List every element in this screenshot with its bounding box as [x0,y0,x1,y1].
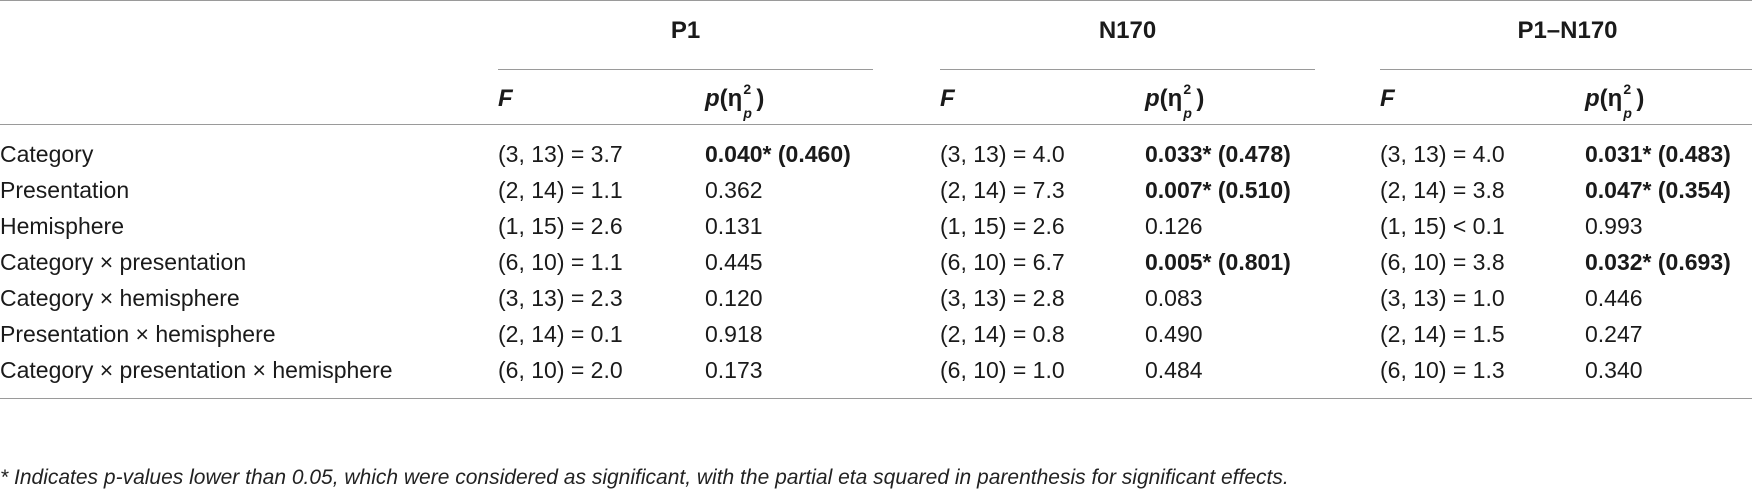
cell-p: 0.247 [1585,321,1643,347]
row-label: Category [0,141,94,167]
cell-p: 0.120 [705,285,763,311]
group-underline-2 [1380,69,1752,70]
cell-f: (6, 10) = 1.1 [498,249,623,275]
row-label: Category × presentation [0,249,247,275]
col-header-f-1: F [940,85,955,112]
col-header-f-2: F [1380,85,1395,112]
p-symbol: p [705,85,720,112]
cell-f: (3, 13) = 2.8 [940,285,1065,311]
cell-p: 0.993 [1585,213,1643,239]
cell-f: (2, 14) = 7.3 [940,177,1065,203]
cell-p: 0.031* (0.483) [1585,141,1731,167]
cell-f: (6, 10) = 6.7 [940,249,1065,275]
cell-p: 0.083 [1145,285,1203,311]
header-bottom-rule [0,124,1752,125]
cell-f: (1, 15) = 2.6 [940,213,1065,239]
col-header-p-2: p(η 2 p) [1585,81,1645,121]
cell-f: (3, 13) = 4.0 [1380,141,1505,167]
cell-f: (6, 10) = 2.0 [498,357,623,383]
cell-p: 0.005* (0.801) [1145,249,1291,275]
cell-p: 0.445 [705,249,763,275]
cell-p: 0.340 [1585,357,1643,383]
cell-p: 0.047* (0.354) [1585,177,1731,203]
p-symbol: p [1145,85,1160,112]
row-label: Presentation × hemisphere [0,321,276,347]
table-footnote: * Indicates p-values lower than 0.05, wh… [0,466,1289,489]
group-underline-1 [940,69,1315,70]
cell-f: (3, 13) = 4.0 [940,141,1065,167]
group-header-2: P1–N170 [1517,17,1618,44]
table-bottom-rule [0,398,1752,399]
cell-f: (6, 10) = 3.8 [1380,249,1505,275]
cell-p: 0.918 [705,321,763,347]
row-label: Category × hemisphere [0,285,240,311]
cell-p: 0.484 [1145,357,1203,383]
cell-p: 0.040* (0.460) [705,141,851,167]
row-label: Category × presentation × hemisphere [0,357,393,383]
cell-p: 0.173 [705,357,763,383]
row-label: Presentation [0,177,130,203]
cell-p: 0.131 [705,213,763,239]
cell-f: (2, 14) = 0.8 [940,321,1065,347]
col-header-p-1: p(η 2 p) [1145,81,1205,121]
cell-f: (1, 15) < 0.1 [1380,213,1505,239]
cell-f: (2, 14) = 1.1 [498,177,623,203]
cell-p: 0.446 [1585,285,1643,311]
cell-p: 0.032* (0.693) [1585,249,1731,275]
top-rule [0,0,1752,1]
cell-p: 0.490 [1145,321,1203,347]
cell-p: 0.126 [1145,213,1203,239]
cell-f: (6, 10) = 1.3 [1380,357,1505,383]
cell-p: 0.362 [705,177,763,203]
cell-f: (6, 10) = 1.0 [940,357,1065,383]
group-header-0: P1 [670,17,701,44]
cell-f: (3, 13) = 3.7 [498,141,623,167]
cell-f: (2, 14) = 0.1 [498,321,623,347]
col-header-f-0: F [498,85,513,112]
cell-f: (3, 13) = 1.0 [1380,285,1505,311]
cell-p: 0.033* (0.478) [1145,141,1291,167]
row-label: Hemisphere [0,213,124,239]
cell-f: (2, 14) = 3.8 [1380,177,1505,203]
cell-f: (3, 13) = 2.3 [498,285,623,311]
col-header-p-0: p(η 2 p) [705,81,765,121]
cell-f: (1, 15) = 2.6 [498,213,623,239]
group-underline-0 [498,69,873,70]
cell-p: 0.007* (0.510) [1145,177,1291,203]
group-header-1: N170 [1098,17,1157,44]
cell-f: (2, 14) = 1.5 [1380,321,1505,347]
p-symbol: p [1585,85,1600,112]
